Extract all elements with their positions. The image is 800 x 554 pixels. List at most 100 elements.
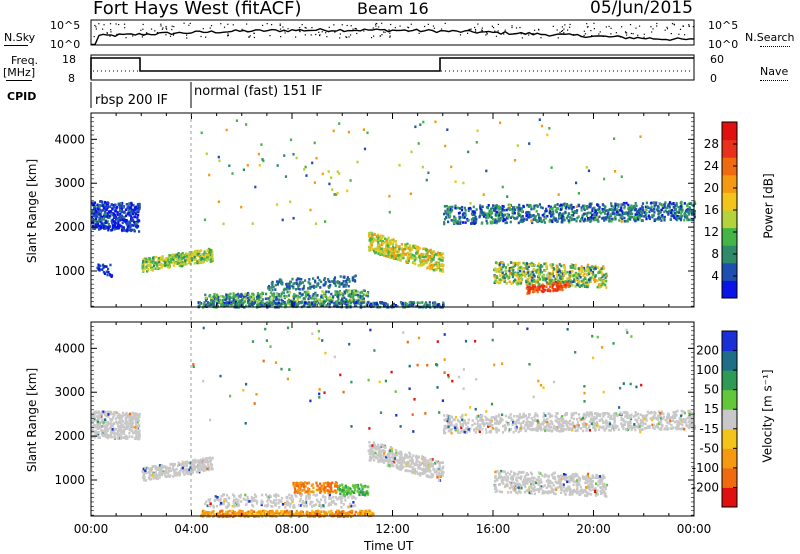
heatmap-cell	[337, 509, 341, 513]
heatmap-cell	[132, 228, 135, 232]
heatmap-cell	[109, 411, 112, 414]
heatmap-cell	[585, 214, 589, 217]
nsky-point	[310, 34, 312, 36]
heatmap-cell	[572, 274, 575, 278]
heatmap-cell	[432, 255, 435, 259]
heatmap-cell	[198, 470, 201, 474]
heatmap-cell	[619, 216, 622, 219]
heatmap-cell	[138, 412, 141, 416]
heatmap-cell	[517, 271, 520, 275]
heatmap-cell	[517, 277, 520, 280]
heatmap-cell	[189, 471, 192, 475]
nsky-point	[459, 34, 462, 36]
heatmap-cell	[328, 302, 331, 306]
heatmap-cell	[634, 219, 637, 223]
heatmap-cell	[137, 419, 140, 422]
heatmap-cell	[510, 266, 513, 270]
heatmap-cell	[458, 207, 462, 210]
heatmap-cell	[130, 210, 134, 213]
heatmap-cell	[526, 267, 529, 271]
heatmap-cell	[194, 461, 197, 464]
heatmap-cell	[378, 248, 381, 251]
heatmap-cell	[118, 427, 121, 431]
nsky-point	[432, 25, 435, 27]
nsky-point	[656, 22, 658, 25]
y-tick-label: 3000	[54, 176, 85, 190]
heatmap-cell	[593, 265, 596, 269]
heatmap-cell	[535, 288, 538, 292]
heatmap-cell	[382, 301, 385, 305]
heatmap-cell	[292, 216, 295, 220]
heatmap-cell	[683, 218, 686, 222]
heatmap-cell	[320, 280, 323, 284]
heatmap-cell	[251, 304, 255, 308]
heatmap-cell	[464, 209, 467, 212]
heatmap-cell	[292, 153, 295, 156]
heatmap-cell	[394, 304, 397, 307]
heatmap-cell	[499, 207, 502, 211]
heatmap-cell	[207, 466, 210, 469]
heatmap-cell	[366, 294, 370, 298]
heatmap-cell	[303, 296, 306, 300]
heatmap-cell	[218, 515, 221, 518]
heatmap-cell	[530, 219, 533, 223]
heatmap-cell	[451, 208, 454, 212]
heatmap-cell	[160, 471, 163, 474]
nsky-point	[497, 30, 499, 32]
heatmap-cell	[151, 266, 154, 269]
heatmap-cell	[297, 287, 300, 290]
heatmap-cell	[463, 206, 466, 210]
heatmap-cell	[501, 261, 504, 264]
nsky-point	[160, 23, 162, 25]
heatmap-cell	[641, 206, 644, 209]
heatmap-cell	[94, 225, 97, 228]
heatmap-cell	[548, 127, 551, 130]
heatmap-cell	[594, 218, 597, 221]
heatmap-cell	[374, 301, 377, 305]
heatmap-cell	[209, 254, 212, 257]
heatmap-cell	[245, 123, 248, 126]
heatmap-cell	[263, 304, 266, 308]
heatmap-cell	[602, 281, 605, 285]
heatmap-cell	[539, 270, 542, 273]
heatmap-cell	[562, 217, 565, 220]
heatmap-cell	[377, 252, 380, 255]
heatmap-cell	[434, 261, 437, 265]
heatmap-cell	[442, 301, 445, 305]
heatmap-cell	[193, 465, 196, 468]
heatmap-cell	[593, 206, 596, 210]
heatmap-cell	[209, 249, 212, 252]
heatmap-cell	[516, 275, 519, 279]
heatmap-cell	[533, 290, 536, 293]
heatmap-cell	[335, 292, 338, 295]
heatmap-cell	[171, 468, 174, 471]
heatmap-cell	[416, 247, 420, 250]
heatmap-cell	[142, 269, 145, 272]
heatmap-cell	[481, 205, 484, 208]
heatmap-cell	[154, 465, 157, 468]
heatmap-cell	[438, 257, 441, 261]
heatmap-cell	[587, 272, 591, 276]
heatmap-cell	[664, 201, 667, 204]
heatmap-cell	[115, 216, 118, 219]
heatmap-cell	[597, 266, 600, 269]
heatmap-cell	[550, 214, 553, 217]
heatmap-cell	[335, 193, 338, 196]
heatmap-cell	[454, 219, 457, 223]
heatmap-cell	[377, 235, 380, 239]
heatmap-cell	[558, 268, 561, 271]
heatmap-cell	[144, 469, 147, 473]
heatmap-cell	[511, 281, 514, 284]
heatmap-cell	[130, 429, 134, 433]
heatmap-cell	[158, 472, 161, 475]
heatmap-cell	[525, 264, 528, 268]
heatmap-cell	[553, 205, 556, 209]
nsky-point	[95, 26, 97, 28]
heatmap-cell	[648, 210, 651, 214]
heatmap-cell	[614, 217, 617, 221]
y-tick-label: 4000	[54, 132, 85, 146]
heatmap-cell	[473, 219, 476, 222]
heatmap-cell	[384, 254, 387, 258]
nsky-point	[389, 36, 391, 38]
heatmap-cell	[327, 290, 330, 294]
